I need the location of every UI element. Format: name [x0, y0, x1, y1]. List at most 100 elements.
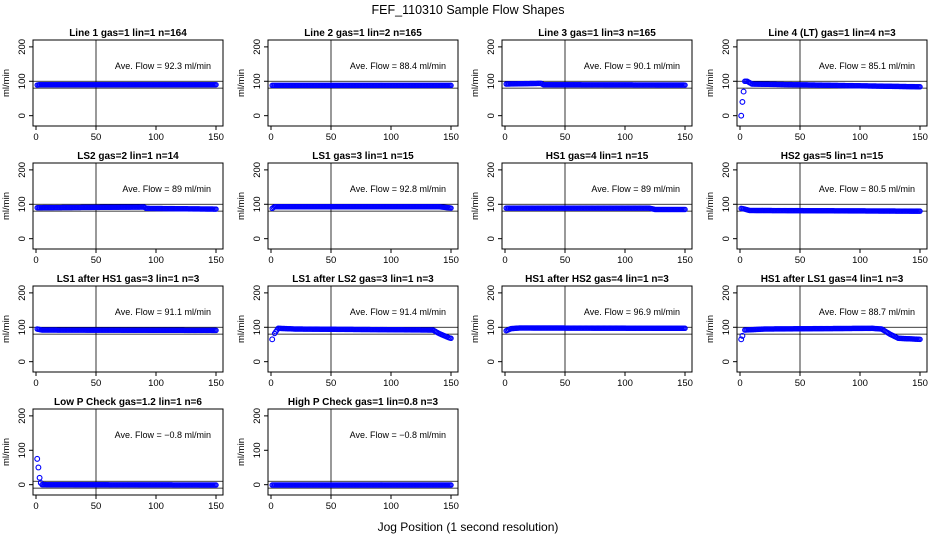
data-point — [738, 336, 745, 343]
y-tick-label: 200 — [252, 39, 263, 55]
panel-title: Line 3 gas=1 lin=3 n=165 — [538, 28, 656, 39]
x-tick-label: 150 — [443, 132, 459, 143]
x-tick-label: 150 — [443, 378, 459, 389]
y-tick-label: 200 — [17, 39, 28, 55]
x-tick-label: 150 — [443, 501, 459, 512]
y-axis-label: ml/min — [1, 438, 12, 466]
y-tick-label: 100 — [17, 73, 28, 89]
x-tick-label: 100 — [852, 378, 868, 389]
y-axis-label: ml/min — [705, 69, 716, 97]
y-tick-label: 200 — [486, 39, 497, 55]
data-point — [682, 206, 688, 213]
y-tick-label: 0 — [17, 113, 28, 118]
y-tick-label: 100 — [252, 319, 263, 335]
panel-11: HS1 after HS2 gas=4 lin=1 n=3 ml/min 0 100 2… — [470, 274, 693, 389]
y-tick-label: 0 — [17, 236, 28, 241]
y-tick-label: 200 — [252, 285, 263, 301]
y-axis-label: ml/min — [470, 315, 481, 343]
x-tick-label: 50 — [560, 255, 571, 266]
y-tick-label: 100 — [17, 319, 28, 335]
plot-frame — [32, 162, 224, 250]
y-tick-label: 0 — [721, 236, 732, 241]
x-tick-label: 0 — [737, 132, 742, 143]
panel-2: Line 2 gas=1 lin=2 n=165 ml/min 0 100 200 0 50… — [236, 28, 459, 143]
x-tick-label: 150 — [208, 501, 224, 512]
y-axis-label: ml/min — [705, 315, 716, 343]
x-tick-label: 0 — [737, 378, 742, 389]
panel-title: LS1 gas=3 lin=1 n=15 — [312, 151, 414, 162]
data-points — [269, 82, 454, 89]
average-flow-annotation: Ave. Flow = −0.8 ml/min — [115, 430, 211, 440]
average-flow-annotation: Ave. Flow = −0.8 ml/min — [350, 430, 446, 440]
plot-frame — [267, 408, 459, 496]
x-tick-label: 100 — [852, 255, 868, 266]
y-tick-label: 200 — [252, 408, 263, 424]
y-tick-label: 0 — [721, 359, 732, 364]
panel-title: HS1 after LS1 gas=4 lin=1 n=3 — [761, 274, 904, 285]
y-tick-label: 100 — [721, 73, 732, 89]
average-flow-annotation: Ave. Flow = 80.5 ml/min — [819, 184, 915, 194]
average-flow-annotation: Ave. Flow = 92.8 ml/min — [350, 184, 446, 194]
figure-title: FEF_110310 Sample Flow Shapes — [372, 3, 565, 17]
data-point — [448, 335, 454, 342]
x-tick-label: 150 — [208, 255, 224, 266]
x-tick-label: 50 — [560, 132, 571, 143]
x-tick-label: 100 — [148, 501, 164, 512]
x-tick-label: 50 — [326, 378, 337, 389]
data-point — [917, 84, 923, 90]
data-points — [34, 326, 219, 334]
x-tick-label: 50 — [326, 501, 337, 512]
x-tick-label: 50 — [91, 255, 102, 266]
plot-frame — [501, 162, 693, 250]
x-tick-label: 100 — [617, 378, 633, 389]
y-tick-label: 200 — [17, 408, 28, 424]
y-tick-label: 200 — [252, 162, 263, 178]
plot-frame — [267, 39, 459, 127]
data-points — [34, 204, 219, 212]
y-tick-label: 100 — [252, 73, 263, 89]
panel-title: HS1 after HS2 gas=4 lin=1 n=3 — [525, 274, 669, 285]
panel-6: LS1 gas=3 lin=1 n=15 ml/min 0 100 200 0 50 100 1… — [236, 151, 459, 266]
data-point — [213, 482, 219, 488]
data-point — [448, 482, 454, 488]
x-tick-label: 150 — [208, 132, 224, 143]
x-tick-label: 0 — [268, 132, 273, 143]
panel-13: Low P Check gas=1.2 lin=1 n=6 ml/min 0 100 2… — [1, 397, 224, 512]
y-tick-label: 100 — [486, 73, 497, 89]
panel-12: HS1 after LS1 gas=4 lin=1 n=3 ml/min 0 100 2… — [705, 274, 928, 389]
average-flow-annotation: Ave. Flow = 85.1 ml/min — [819, 61, 915, 71]
y-axis-label: ml/min — [236, 315, 247, 343]
average-flow-annotation: Ave. Flow = 92.3 ml/min — [115, 61, 211, 71]
x-tick-label: 0 — [268, 255, 273, 266]
x-tick-label: 150 — [443, 255, 459, 266]
data-points — [34, 81, 219, 88]
x-tick-label: 0 — [33, 501, 38, 512]
panel-title: HS1 gas=4 lin=1 n=15 — [546, 151, 649, 162]
data-point — [213, 327, 219, 334]
data-points — [738, 205, 923, 214]
panel-3: Line 3 gas=1 lin=3 n=165 ml/min 0 100 200 0 50… — [470, 28, 693, 143]
data-point — [739, 332, 746, 339]
x-tick-label: 50 — [326, 132, 337, 143]
data-points — [269, 482, 454, 488]
average-flow-annotation: Ave. Flow = 90.1 ml/min — [584, 61, 680, 71]
x-tick-label: 100 — [617, 132, 633, 143]
x-tick-label: 0 — [502, 378, 507, 389]
average-flow-annotation: Ave. Flow = 89 ml/min — [122, 184, 211, 194]
panels-grid: Line 1 gas=1 lin=1 n=164 ml/min 0 100 200 0 50… — [1, 28, 928, 512]
panel-7: HS1 gas=4 lin=1 n=15 ml/min 0 100 200 0 50 100 1… — [470, 151, 693, 266]
x-tick-label: 100 — [383, 255, 399, 266]
y-tick-label: 100 — [252, 196, 263, 212]
y-tick-label: 0 — [17, 359, 28, 364]
plot-frame — [32, 408, 224, 496]
x-tick-label: 100 — [148, 255, 164, 266]
panel-title: HS2 gas=5 lin=1 n=15 — [781, 151, 884, 162]
x-tick-label: 50 — [91, 378, 102, 389]
x-tick-label: 50 — [91, 501, 102, 512]
x-tick-label: 0 — [502, 255, 507, 266]
x-tick-label: 100 — [383, 501, 399, 512]
y-axis-label: ml/min — [236, 192, 247, 220]
average-flow-annotation: Ave. Flow = 89 ml/min — [591, 184, 680, 194]
y-axis-label: ml/min — [1, 315, 12, 343]
x-tick-label: 0 — [33, 255, 38, 266]
